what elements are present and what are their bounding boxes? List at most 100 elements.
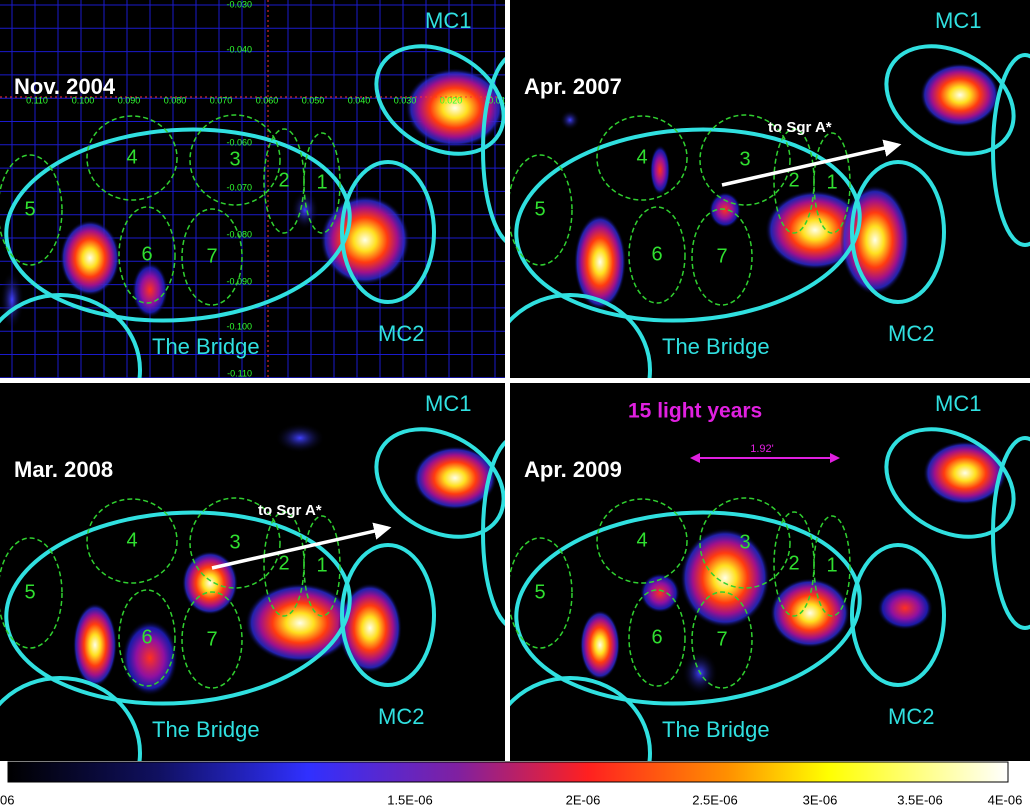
y-coord-label: -0.040 — [226, 44, 252, 54]
region-label: 4 — [636, 529, 647, 551]
mc1-label: MC1 — [935, 391, 981, 416]
edge-ellipse — [510, 676, 652, 761]
region-label: 6 — [141, 626, 152, 648]
mc2-ellipse — [850, 160, 946, 304]
emission — [560, 110, 580, 130]
region-label: 5 — [534, 581, 545, 603]
region-circle — [189, 114, 281, 206]
emission — [877, 586, 933, 630]
y-coord-label: -0.030 — [226, 0, 252, 9]
emission — [320, 195, 410, 285]
panel: 1 2 3 4 5 6 7 MC1 MC2 The Bridge Apr. 2009 15 light… — [510, 383, 1030, 761]
region-label: 2 — [278, 552, 289, 574]
panel: 1 2 3 4 5 6 7 MC1 MC2 The Bridge Apr. 2007 to Sgr A… — [510, 0, 1030, 378]
panel-title: Nov. 2004 — [14, 74, 116, 99]
region-label: 3 — [229, 531, 240, 553]
panel-content: 0.110 0.100 0.090 0.080 0.070 0.060 0.050 0.040… — [0, 0, 506, 378]
mc1-label: MC1 — [425, 8, 471, 33]
x-coord-label: 0.080 — [164, 95, 187, 105]
edge-ellipse — [481, 440, 505, 626]
region-label: 1 — [826, 554, 837, 576]
bridge-ellipse — [514, 127, 862, 323]
mc1-label: MC1 — [935, 8, 981, 33]
panel: 1 2 3 4 5 6 7 MC1 MC2 The Bridge Mar. 2008 to Sgr A… — [0, 383, 505, 761]
bridge-label: The Bridge — [662, 717, 770, 742]
region-circle — [699, 497, 791, 589]
x-coord-label: 0.070 — [210, 95, 233, 105]
panel-title: Mar. 2008 — [14, 457, 113, 482]
mc2-label: MC2 — [888, 704, 934, 729]
region-label: 7 — [206, 245, 217, 267]
emission — [413, 446, 497, 510]
region-label: 2 — [278, 169, 289, 191]
emission — [765, 190, 865, 270]
y-coord-label: -0.060 — [226, 137, 252, 147]
mc1-ellipse — [884, 44, 1016, 156]
region-label: 5 — [24, 581, 35, 603]
mc1-ellipse — [374, 427, 505, 539]
x-coord-label: 0.01 — [488, 95, 506, 105]
region-label: 5 — [534, 198, 545, 220]
region-circle — [773, 511, 815, 617]
mc2-ellipse — [340, 543, 436, 687]
region-label: 6 — [651, 243, 662, 265]
emission — [0, 270, 24, 330]
emission — [650, 145, 670, 195]
panel-content: 1 2 3 4 5 6 7 MC1 MC2 The Bridge Mar. 2008 to Sgr A… — [0, 391, 505, 761]
x-coord-label: 0.060 — [256, 95, 279, 105]
region-circle — [628, 206, 686, 304]
region-circle — [628, 589, 686, 687]
panel-background — [510, 0, 1030, 378]
region-circle — [699, 114, 791, 206]
panel-background — [510, 383, 1030, 761]
region-label: 1 — [826, 171, 837, 193]
x-coord-label: 0.050 — [302, 95, 325, 105]
region-circle — [86, 115, 178, 201]
emission — [132, 262, 168, 318]
region-circle — [0, 154, 63, 266]
x-coord-label: 0.110 — [26, 95, 48, 105]
edge-ellipse — [991, 53, 1030, 247]
mc1-ellipse — [374, 44, 505, 156]
y-coord-label: -0.100 — [226, 321, 252, 331]
region-label: 7 — [716, 628, 727, 650]
y-coord-label: -0.090 — [226, 276, 252, 286]
arrow-label: to Sgr A* — [768, 119, 832, 136]
emission — [920, 63, 1000, 127]
region-label: 2 — [788, 552, 799, 574]
region-circle — [118, 589, 176, 687]
colorbar-label: 2.5E-06 — [692, 792, 738, 807]
x-coord-label: 0.090 — [118, 95, 141, 105]
mc2-label: MC2 — [888, 321, 934, 346]
colorbar-label: 4E-06 — [988, 792, 1023, 807]
region-circle — [0, 537, 63, 649]
edge-ellipse — [0, 293, 142, 378]
panel-background — [0, 0, 505, 378]
region-circle — [691, 208, 753, 306]
region-label: 4 — [126, 529, 137, 551]
x-coord-label: 0.030 — [394, 95, 417, 105]
mc1-label: MC1 — [425, 391, 471, 416]
region-circle — [691, 591, 753, 689]
emission — [338, 583, 402, 673]
panel-content: 1 2 3 4 5 6 7 MC1 MC2 The Bridge Apr. 2007 to Sgr A… — [510, 8, 1030, 378]
region-circle — [181, 591, 243, 689]
region-circle — [596, 498, 688, 584]
bridge-ellipse — [4, 127, 352, 323]
mc2-label: MC2 — [378, 704, 424, 729]
region-circle — [263, 128, 305, 234]
region-circle — [596, 115, 688, 201]
region-circle — [510, 537, 573, 649]
x-coord-label: 0.020 — [440, 95, 463, 105]
emission — [580, 610, 620, 680]
region-label: 1 — [316, 171, 327, 193]
bridge-label: The Bridge — [152, 717, 260, 742]
edge-ellipse — [481, 57, 505, 243]
panel: 0.110 0.100 0.090 0.080 0.070 0.060 0.050 0.040… — [0, 0, 506, 378]
emission — [182, 551, 238, 615]
colorbar-label: 3E-06 — [803, 792, 838, 807]
mc2-ellipse — [850, 543, 946, 687]
direction-arrow — [211, 522, 392, 570]
colorbar-label: 3.5E-06 — [897, 792, 943, 807]
